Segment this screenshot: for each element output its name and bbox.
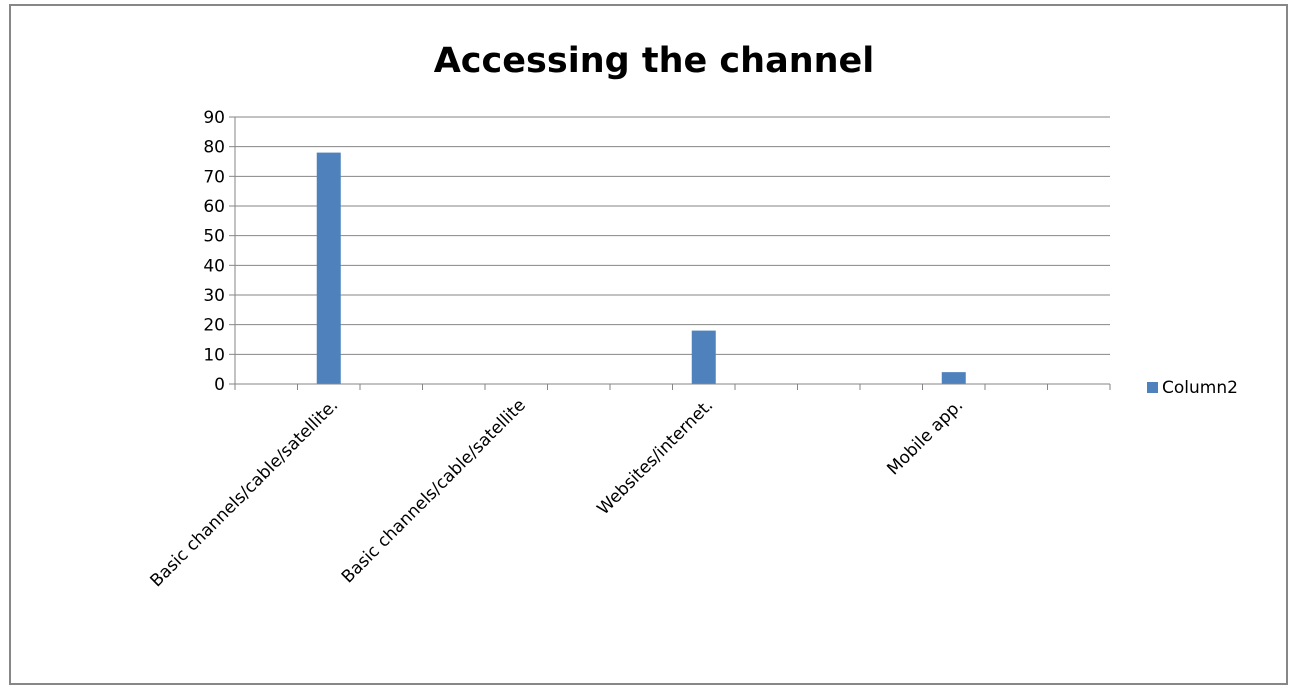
bar <box>316 152 341 384</box>
bar <box>691 330 716 384</box>
y-tick-label: 50 <box>203 227 225 247</box>
y-tick-label: 40 <box>203 256 225 276</box>
bar <box>941 372 966 384</box>
x-category-label: Mobile app. <box>883 395 967 479</box>
bar-chart: Accessing the channel 0 10 20 30 40 50 60 70 80 9… <box>147 41 1238 591</box>
y-tick-label: 0 <box>214 375 225 395</box>
bars <box>316 152 966 384</box>
y-tick-label: 90 <box>203 108 225 128</box>
x-category-label: Websites/internet. <box>594 395 718 519</box>
x-category-label: Basic channels/cable/satellite <box>338 395 530 587</box>
legend: Column2 <box>1147 378 1238 398</box>
y-axis-tick-labels: 0 10 20 30 40 50 60 70 80 90 <box>203 108 225 395</box>
axes <box>229 116 1111 390</box>
x-axis-category-labels: Basic channels/cable/satellite.Basic cha… <box>147 395 968 591</box>
chart-frame: Accessing the channel 0 10 20 30 40 50 60 70 80 9… <box>9 4 1288 685</box>
y-tick-label: 60 <box>203 197 225 217</box>
legend-swatch <box>1147 382 1158 393</box>
y-tick-label: 30 <box>203 286 225 306</box>
y-tick-label: 20 <box>203 316 225 336</box>
chart-title: Accessing the channel <box>434 41 875 81</box>
y-tick-label: 80 <box>203 138 225 158</box>
y-tick-label: 70 <box>203 167 225 187</box>
x-category-label: Basic channels/cable/satellite. <box>147 395 343 591</box>
y-tick-label: 10 <box>203 345 225 365</box>
legend-label: Column2 <box>1162 378 1238 398</box>
gridlines <box>235 116 1110 355</box>
